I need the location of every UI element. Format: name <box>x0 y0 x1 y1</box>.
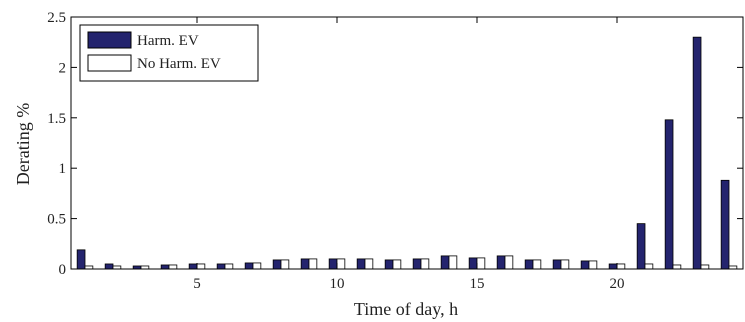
legend-label-no-harm-ev: No Harm. EV <box>137 56 221 72</box>
bar-harm-ev-9 <box>300 258 310 270</box>
bar-no-harm-ev-18 <box>560 259 570 270</box>
bar-harm-ev-6 <box>216 263 226 270</box>
x-tick-label: 15 <box>470 276 485 292</box>
y-tick-label: 2.5 <box>47 10 66 26</box>
bar-no-harm-ev-16 <box>504 255 514 270</box>
bar-harm-ev-8 <box>272 259 282 270</box>
bar-no-harm-ev-9 <box>308 258 318 270</box>
x-tick-label: 10 <box>330 276 345 292</box>
bar-no-harm-ev-15 <box>476 257 486 270</box>
bar-harm-ev-22 <box>664 119 674 270</box>
bar-no-harm-ev-21 <box>644 263 654 270</box>
bar-no-harm-ev-23 <box>700 264 710 270</box>
bar-harm-ev-23 <box>692 36 702 270</box>
bar-harm-ev-21 <box>636 223 646 270</box>
y-axis-label: Derating % <box>13 103 33 185</box>
legend-swatch-no-harm-ev <box>87 54 132 72</box>
bar-no-harm-ev-10 <box>336 258 346 270</box>
bar-no-harm-ev-14 <box>448 255 458 270</box>
x-axis-label: Time of day, h <box>354 299 458 319</box>
legend: Harm. EV No Harm. EV <box>79 24 259 82</box>
bar-no-harm-ev-20 <box>616 263 626 270</box>
bar-harm-ev-7 <box>244 262 254 270</box>
bar-harm-ev-5 <box>188 263 198 270</box>
bar-harm-ev-10 <box>328 258 338 270</box>
bar-no-harm-ev-6 <box>224 263 234 270</box>
bar-harm-ev-19 <box>580 260 590 270</box>
bar-harm-ev-14 <box>440 255 450 270</box>
bar-harm-ev-16 <box>496 255 506 270</box>
bar-no-harm-ev-11 <box>364 258 374 270</box>
bar-harm-ev-11 <box>356 258 366 270</box>
bar-no-harm-ev-22 <box>672 264 682 270</box>
axes-box <box>70 16 744 270</box>
bar-no-harm-ev-5 <box>196 263 206 270</box>
bar-harm-ev-1 <box>76 249 86 270</box>
bar-harm-ev-20 <box>608 263 618 270</box>
legend-label-harm-ev: Harm. EV <box>137 33 199 49</box>
bar-no-harm-ev-17 <box>532 259 542 270</box>
bar-harm-ev-12 <box>384 259 394 270</box>
y-tick-label: 1.5 <box>47 111 66 127</box>
bar-harm-ev-4 <box>160 264 170 270</box>
y-tick-label: 1 <box>59 161 67 177</box>
x-tick-label: 20 <box>610 276 625 292</box>
bar-harm-ev-13 <box>412 258 422 270</box>
bar-no-harm-ev-12 <box>392 259 402 270</box>
bar-no-harm-ev-8 <box>280 259 290 270</box>
x-tick-label: 5 <box>193 276 201 292</box>
y-tick-label: 2 <box>59 60 67 76</box>
bar-harm-ev-2 <box>104 263 114 270</box>
axes-group: 0 0.5 1 1.5 2 2.5 5 10 15 20 <box>47 10 744 292</box>
bar-harm-ev-15 <box>468 257 478 270</box>
bar-no-harm-ev-19 <box>588 260 598 270</box>
bar-no-harm-ev-13 <box>420 258 430 270</box>
bar-harm-ev-17 <box>524 259 534 270</box>
y-tick-label: 0.5 <box>47 212 66 228</box>
legend-swatch-harm-ev <box>87 31 132 49</box>
bar-no-harm-ev-4 <box>168 264 178 270</box>
bar-harm-ev-24 <box>720 179 730 270</box>
y-tick-label: 0 <box>59 262 67 278</box>
bar-no-harm-ev-7 <box>252 262 262 270</box>
bar-harm-ev-18 <box>552 259 562 270</box>
